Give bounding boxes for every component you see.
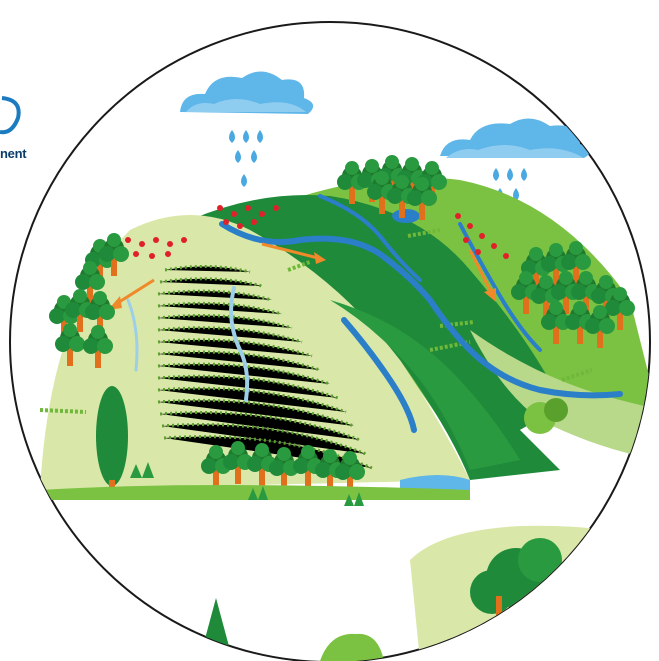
spruce-tree (202, 598, 230, 650)
pollutant-dots (125, 205, 509, 259)
pond (392, 209, 420, 223)
logo-text: nent (0, 146, 27, 161)
shrubs (130, 462, 364, 506)
logo-icon (0, 96, 21, 135)
cloud-icon (180, 71, 314, 114)
ground-strip (40, 485, 470, 500)
pipe-shape (620, 520, 650, 565)
arrow-icon (108, 242, 496, 310)
cloud-icon (440, 118, 591, 158)
river-icon (126, 194, 623, 433)
bush-bottom (320, 633, 384, 661)
bush-right (524, 398, 568, 434)
